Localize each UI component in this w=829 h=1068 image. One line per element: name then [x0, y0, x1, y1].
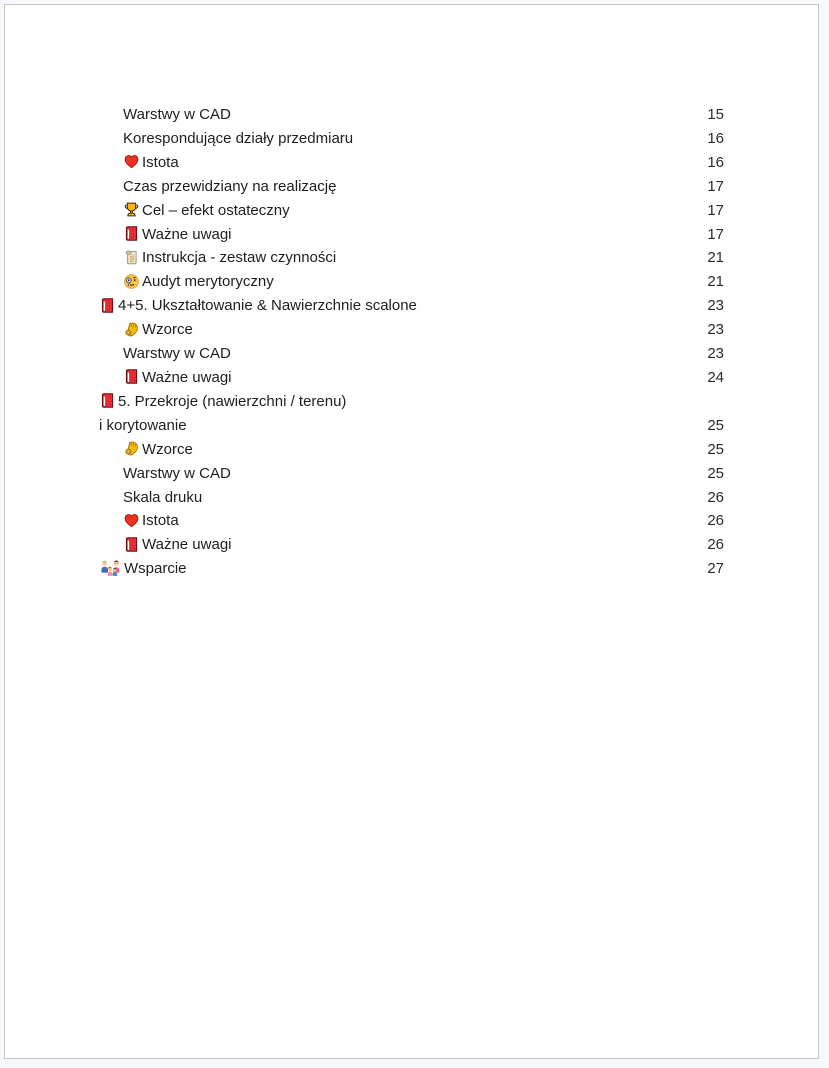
toc-entry-page-number: 26 — [707, 512, 724, 530]
toc-entry[interactable]: 5. Przekroje (nawierzchni / terenu) i ko… — [99, 390, 724, 438]
toc-entry-page-number: 23 — [707, 321, 724, 339]
toc-entry-text: Wzorce — [142, 321, 193, 339]
toc-entry-text: Ważne uwagi — [142, 225, 232, 243]
toc-entry-page-number: 27 — [707, 560, 724, 578]
scroll-icon — [123, 249, 140, 266]
toc-entry-text: Czas przewidziany na realizację — [123, 177, 337, 195]
toc-entry[interactable]: 4+5. Ukształtowanie & Nawierzchnie scalo… — [99, 294, 724, 318]
toc-entry-label: 5. Przekroje (nawierzchni / terenu) i ko… — [99, 390, 707, 438]
toc-entry-page-number: 24 — [707, 368, 724, 386]
toc-entry-page-number: 26 — [707, 488, 724, 506]
ok-hand-icon — [123, 321, 140, 338]
family-icon — [99, 560, 122, 577]
toc-entry-label: Ważne uwagi — [123, 223, 707, 247]
red-book-icon — [99, 392, 116, 409]
ok-hand-icon — [123, 440, 140, 457]
red-book-icon — [99, 297, 116, 314]
toc-entry-page-number: 25 — [707, 416, 724, 434]
toc-entry[interactable]: Istota 26 — [99, 509, 724, 533]
toc-entry-label: Instrukcja - zestaw czynności — [123, 246, 707, 270]
toc-entry[interactable]: Skala druku 26 — [99, 486, 724, 510]
toc-entry[interactable]: Wzorce 25 — [99, 438, 724, 462]
toc-entry-text: Audyt merytoryczny — [142, 273, 274, 291]
toc-entry-page-number: 16 — [707, 129, 724, 147]
toc-entry[interactable]: Korespondujące działy przedmiaru 16 — [99, 127, 724, 151]
red-book-icon — [123, 225, 140, 242]
toc-entry[interactable]: Audyt merytoryczny 21 — [99, 270, 724, 294]
toc-entry-text: Wsparcie — [124, 560, 187, 578]
toc-entry-text: Istota — [142, 153, 179, 171]
toc-entry-page-number: 25 — [707, 440, 724, 458]
table-of-contents: Warstwy w CAD 15 Korespondujące działy p… — [99, 103, 724, 581]
toc-entry-label: Korespondujące działy przedmiaru — [123, 127, 707, 151]
toc-entry[interactable]: Istota 16 — [99, 151, 724, 175]
toc-entry-page-number: 17 — [707, 225, 724, 243]
toc-entry[interactable]: Wsparcie 27 — [99, 557, 724, 581]
toc-entry-label: Ważne uwagi — [123, 366, 707, 390]
toc-entry[interactable]: Warstwy w CAD 15 — [99, 103, 724, 127]
document-page: Warstwy w CAD 15 Korespondujące działy p… — [4, 4, 819, 1059]
toc-entry-label: Wzorce — [123, 438, 707, 462]
toc-entry-label: Skala druku — [123, 486, 707, 510]
toc-entry-label: Audyt merytoryczny — [123, 270, 707, 294]
toc-entry-page-number: 16 — [707, 153, 724, 171]
toc-entry[interactable]: Warstwy w CAD 23 — [99, 342, 724, 366]
toc-entry-label: Warstwy w CAD — [123, 103, 707, 127]
toc-entry[interactable]: Warstwy w CAD 25 — [99, 462, 724, 486]
toc-entry[interactable]: Cel – efekt ostateczny 17 — [99, 199, 724, 223]
toc-entry-page-number: 21 — [707, 249, 724, 267]
toc-entry-page-number: 26 — [707, 536, 724, 554]
toc-entry-label: Czas przewidziany na realizację — [123, 175, 707, 199]
toc-entry-label: Ważne uwagi — [123, 533, 707, 557]
toc-entry-label: 4+5. Ukształtowanie & Nawierzchnie scalo… — [99, 294, 707, 318]
toc-entry-text: Cel – efekt ostateczny — [142, 201, 290, 219]
monocle-face-icon — [123, 273, 140, 290]
trophy-icon — [123, 201, 140, 218]
toc-entry-text: 4+5. Ukształtowanie & Nawierzchnie scalo… — [118, 297, 417, 315]
toc-entry-text: Warstwy w CAD — [123, 464, 231, 482]
toc-entry-text: Ważne uwagi — [142, 536, 232, 554]
red-book-icon — [123, 536, 140, 553]
toc-entry-label: Wzorce — [123, 318, 707, 342]
toc-entry-label: Istota — [123, 509, 707, 533]
toc-entry-page-number: 17 — [707, 201, 724, 219]
toc-entry-text: Ważne uwagi — [142, 368, 232, 386]
toc-entry[interactable]: Ważne uwagi 24 — [99, 366, 724, 390]
toc-entry-label: Warstwy w CAD — [123, 342, 707, 366]
toc-entry[interactable]: Czas przewidziany na realizację 17 — [99, 175, 724, 199]
toc-entry-text: Istota — [142, 512, 179, 530]
toc-entry-text: Instrukcja - zestaw czynności — [142, 249, 337, 267]
toc-entry-text: Warstwy w CAD — [123, 106, 231, 123]
toc-entry-text: Wzorce — [142, 440, 193, 458]
toc-entry-text: Warstwy w CAD — [123, 345, 231, 363]
red-heart-icon — [123, 153, 140, 170]
toc-entry-label: Cel – efekt ostateczny — [123, 199, 707, 223]
toc-entry[interactable]: Ważne uwagi 26 — [99, 533, 724, 557]
red-heart-icon — [123, 512, 140, 529]
toc-entry[interactable]: Ważne uwagi 17 — [99, 223, 724, 247]
toc-entry-page-number: 21 — [707, 273, 724, 291]
red-book-icon — [123, 368, 140, 385]
toc-entry[interactable]: Wzorce 23 — [99, 318, 724, 342]
toc-entry-page-number: 15 — [707, 106, 724, 123]
toc-entry-text: Korespondujące działy przedmiaru — [123, 129, 354, 147]
toc-entry-label: Istota — [123, 151, 707, 175]
toc-entry-text: Skala druku — [123, 488, 203, 506]
toc-entry-page-number: 23 — [707, 297, 724, 315]
toc-entry-label: Wsparcie — [99, 557, 707, 581]
toc-entry-text: 5. Przekroje (nawierzchni / terenu) i ko… — [99, 392, 347, 434]
toc-entry-label: Warstwy w CAD — [123, 462, 707, 486]
toc-entry[interactable]: Instrukcja - zestaw czynności 21 — [99, 246, 724, 270]
toc-entry-page-number: 23 — [707, 345, 724, 363]
toc-entry-page-number: 17 — [707, 177, 724, 195]
toc-entry-page-number: 25 — [707, 464, 724, 482]
